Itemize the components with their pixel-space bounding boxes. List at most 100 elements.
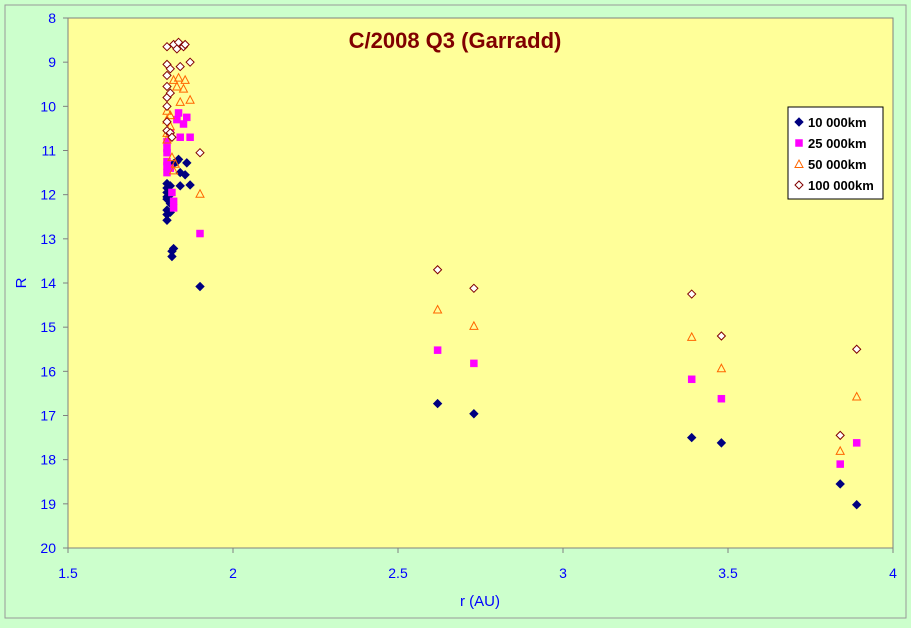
data-point <box>180 74 190 84</box>
y-tick-label: 20 <box>40 540 56 556</box>
y-tick-label: 17 <box>40 408 56 424</box>
y-tick-label: 9 <box>48 54 56 70</box>
data-point <box>168 188 176 197</box>
data-point <box>717 394 726 403</box>
data-point <box>432 398 443 409</box>
legend-label: 50 000km <box>808 157 867 172</box>
y-tick-label: 11 <box>41 143 56 159</box>
data-point <box>835 479 845 489</box>
data-point <box>196 229 204 238</box>
data-point <box>835 445 846 455</box>
data-point <box>163 148 171 157</box>
legend-item: 100 000km <box>794 178 874 193</box>
y-tick-label: 18 <box>40 452 56 468</box>
legend-label: 25 000km <box>808 136 867 151</box>
x-tick-label: 2.5 <box>388 565 408 581</box>
data-point <box>173 37 184 47</box>
data-point <box>686 289 697 299</box>
data-point <box>469 409 479 419</box>
data-point <box>851 500 862 510</box>
legend-marker <box>794 180 804 190</box>
data-point <box>169 204 178 212</box>
data-point <box>185 94 195 104</box>
data-point <box>173 115 181 124</box>
data-point <box>162 117 172 127</box>
data-point <box>172 81 182 91</box>
data-point <box>433 346 442 354</box>
legend: 10 000km 25 000km 50 000km 100 000km <box>787 106 884 200</box>
x-tick-label: 4 <box>889 565 897 581</box>
data-point <box>162 215 172 225</box>
data-point <box>180 170 190 180</box>
data-point <box>173 72 184 82</box>
data-point <box>852 439 861 447</box>
data-point <box>175 181 185 191</box>
x-tick-label: 2 <box>229 565 237 581</box>
data-point <box>836 460 844 468</box>
series-50-000km <box>162 72 862 455</box>
legend-label: 10 000km <box>808 115 867 130</box>
x-tick-label: 3 <box>559 565 567 581</box>
y-tick-label: 16 <box>40 363 56 379</box>
legend-item: 25 000km <box>795 136 867 151</box>
legend-label: 100 000km <box>808 178 874 193</box>
y-tick-label: 19 <box>40 496 56 512</box>
data-point <box>162 134 172 144</box>
data-point <box>686 432 697 443</box>
data-point <box>168 243 179 254</box>
x-tick-label: 1.5 <box>58 565 78 581</box>
data-point <box>167 132 177 142</box>
data-point <box>179 120 188 128</box>
legend-marker <box>794 117 804 127</box>
data-point <box>162 101 172 112</box>
data-point <box>182 158 192 168</box>
axis-ticks: 8 9 10 11 12 13 14 15 16 17 18 19 201.5 2 2.5 3 3.5 4 <box>40 10 897 581</box>
data-point <box>169 197 178 206</box>
data-point <box>175 96 186 106</box>
y-tick-label: 12 <box>40 187 56 203</box>
data-point <box>186 133 194 141</box>
x-axis-label: r (AU) <box>460 593 500 610</box>
legend-item: 50 000km <box>794 157 867 172</box>
y-tick-label: 8 <box>48 10 56 26</box>
data-point <box>183 113 191 122</box>
data-point <box>167 152 177 162</box>
data-point <box>175 61 185 72</box>
legend-marker <box>795 139 803 147</box>
chart-title: C/2008 Q3 (Garradd) <box>349 28 562 53</box>
data-point <box>687 375 696 384</box>
data-point <box>178 83 189 93</box>
data-point <box>162 81 172 92</box>
data-points <box>162 37 862 510</box>
data-point <box>716 438 727 448</box>
data-point <box>162 105 172 115</box>
data-point <box>851 391 862 401</box>
data-point <box>165 88 176 98</box>
data-point <box>195 188 205 198</box>
data-point <box>470 359 478 368</box>
data-point <box>170 158 181 168</box>
series-100-000km <box>162 37 862 441</box>
data-point <box>185 57 195 67</box>
data-point <box>172 44 182 54</box>
y-tick-label: 15 <box>40 319 56 335</box>
data-point <box>168 165 179 175</box>
data-point <box>162 42 172 52</box>
data-point <box>716 331 727 341</box>
data-point <box>195 148 205 158</box>
data-point <box>432 304 443 314</box>
data-point <box>185 180 195 190</box>
y-tick-label: 14 <box>40 275 56 291</box>
data-point <box>180 39 190 50</box>
legend-item: 10 000km <box>794 115 867 130</box>
data-point <box>165 64 176 74</box>
x-tick-label: 3.5 <box>718 565 738 581</box>
y-axis-label: R <box>13 277 30 288</box>
data-point <box>716 363 727 373</box>
y-tick-label: 10 <box>40 98 56 114</box>
data-point <box>167 251 177 262</box>
data-point <box>176 133 184 141</box>
data-point <box>835 430 845 441</box>
